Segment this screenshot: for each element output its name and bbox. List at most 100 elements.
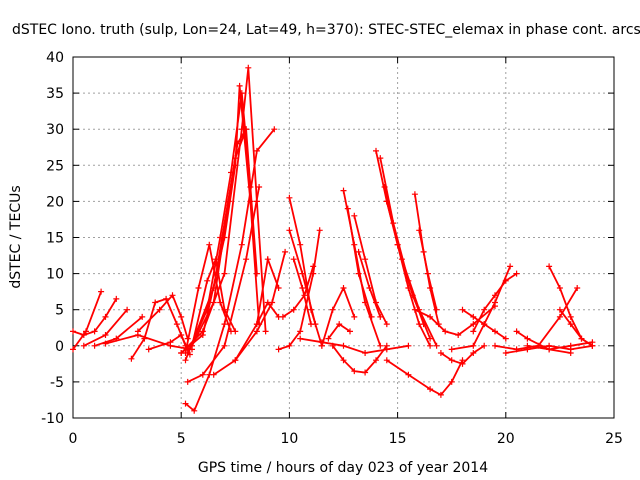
y-tick-label: 20 xyxy=(46,194,64,210)
data-point xyxy=(470,321,477,328)
data-series-arc xyxy=(383,198,440,349)
data-point xyxy=(459,360,466,367)
data-point xyxy=(299,270,306,277)
data-point xyxy=(286,342,293,349)
data-point xyxy=(470,313,477,320)
series-line xyxy=(331,345,388,374)
data-point xyxy=(340,187,347,194)
data-point xyxy=(145,346,152,353)
data-point xyxy=(70,346,76,353)
series-line xyxy=(559,309,593,347)
data-point xyxy=(556,306,563,313)
series-line xyxy=(494,287,578,351)
data-series-arc xyxy=(275,227,323,353)
data-point xyxy=(139,313,146,320)
data-point xyxy=(448,357,455,364)
y-tick-label: 40 xyxy=(46,50,64,66)
series-line xyxy=(130,297,187,360)
data-series-arc xyxy=(70,295,120,338)
y-tick-label: 30 xyxy=(46,122,64,138)
data-point xyxy=(301,292,308,299)
data-point xyxy=(567,321,574,328)
data-point xyxy=(243,126,250,133)
data-point xyxy=(167,339,174,346)
data-point xyxy=(191,407,198,414)
data-point xyxy=(308,321,314,328)
data-point xyxy=(507,263,514,270)
data-series-arc xyxy=(383,357,466,398)
data-point xyxy=(470,328,477,335)
data-point xyxy=(351,212,358,219)
data-point xyxy=(325,335,332,342)
series-line xyxy=(548,265,593,347)
data-series-arc xyxy=(297,335,412,356)
y-tick-label: -5 xyxy=(50,375,64,391)
data-point xyxy=(481,321,488,328)
data-point xyxy=(210,299,217,306)
data-point xyxy=(297,328,304,335)
data-point xyxy=(416,227,423,234)
data-point xyxy=(556,313,563,320)
data-point xyxy=(448,346,455,353)
data-point xyxy=(225,198,232,205)
data-point xyxy=(236,82,243,89)
data-point xyxy=(299,285,306,291)
data-point xyxy=(318,339,325,346)
series-line xyxy=(148,333,191,355)
series-line xyxy=(288,197,323,347)
data-point xyxy=(524,346,531,353)
series-line xyxy=(72,291,102,350)
series-line xyxy=(346,208,373,318)
data-point xyxy=(502,350,509,356)
data-series-arc xyxy=(459,306,509,342)
data-series-arc xyxy=(286,227,319,328)
x-axis-label: GPS time / hours of day 023 of year 2014 xyxy=(198,460,488,476)
data-point xyxy=(366,285,373,291)
data-point xyxy=(340,342,347,349)
y-tick-label: 25 xyxy=(46,158,64,174)
data-point xyxy=(383,357,390,364)
data-point xyxy=(362,350,369,356)
data-point xyxy=(178,332,185,338)
data-point xyxy=(459,306,466,313)
data-point xyxy=(152,299,159,306)
data-point xyxy=(243,256,250,263)
data-point xyxy=(134,332,141,338)
data-point xyxy=(102,340,109,347)
data-point xyxy=(381,184,388,190)
data-point xyxy=(398,256,405,263)
data-series-arc xyxy=(279,263,317,320)
data-point xyxy=(502,335,509,342)
series-line xyxy=(105,334,193,351)
x-tick-label: 20 xyxy=(497,431,515,447)
data-point xyxy=(282,248,289,255)
data-point xyxy=(178,313,185,320)
data-series-arc xyxy=(145,332,193,358)
data-point xyxy=(264,256,271,263)
data-point xyxy=(238,90,245,97)
data-point xyxy=(232,357,239,364)
data-point xyxy=(377,342,384,349)
data-point xyxy=(102,313,109,320)
y-tick-label: -10 xyxy=(41,411,64,427)
data-series-arc xyxy=(318,285,358,349)
data-point xyxy=(433,306,440,313)
data-point xyxy=(437,391,444,398)
data-point xyxy=(182,350,189,356)
data-point xyxy=(182,400,189,407)
data-series-arc xyxy=(253,299,282,328)
series-line xyxy=(385,201,438,347)
data-point xyxy=(377,155,384,162)
data-point xyxy=(546,342,553,349)
data-point xyxy=(368,313,375,320)
data-point xyxy=(373,147,379,154)
data-series-arc xyxy=(355,248,384,320)
data-point xyxy=(373,357,379,364)
data-point xyxy=(182,357,189,364)
data-point xyxy=(355,248,362,255)
data-series-arc xyxy=(437,342,488,367)
data-point xyxy=(256,184,263,190)
y-tick-label: 15 xyxy=(46,231,64,247)
data-point xyxy=(212,256,219,263)
series-line xyxy=(386,359,464,397)
